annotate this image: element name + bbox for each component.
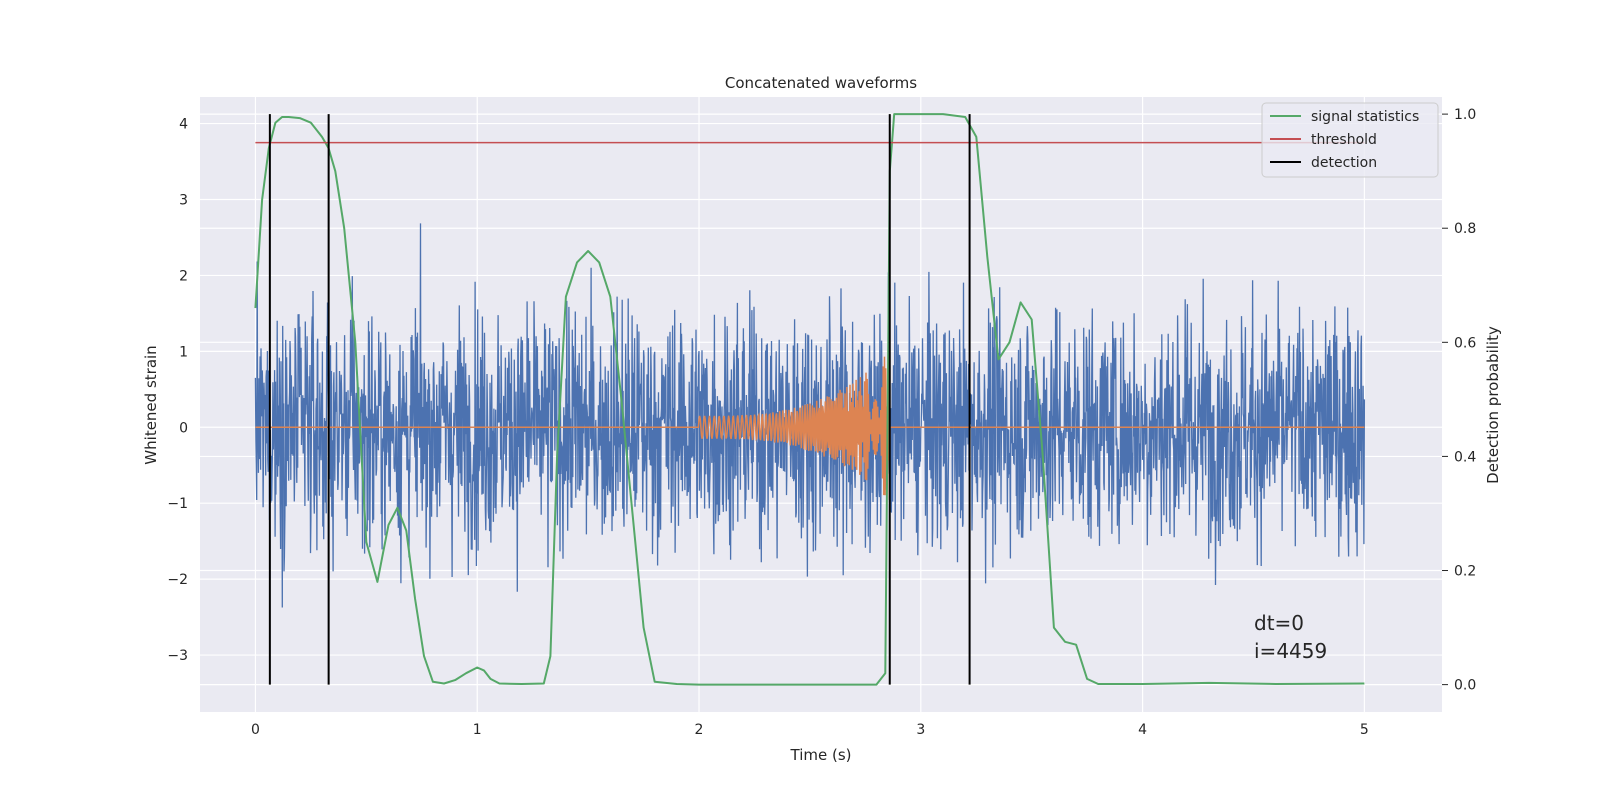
series-layer <box>254 113 1366 686</box>
series-signal-statistics <box>254 113 1365 686</box>
x-tick-label: 5 <box>1360 722 1369 738</box>
y2-tick-label: 0.0 <box>1454 678 1476 694</box>
y-tick-label: 3 <box>179 193 188 209</box>
y-tick-label: 4 <box>179 117 188 133</box>
legend-label-detection: detection <box>1311 155 1377 171</box>
y-axis-label: Whitened strain <box>142 345 160 464</box>
x-tick-label: 1 <box>473 722 482 738</box>
legend-label-signal: signal statistics <box>1311 109 1419 125</box>
x-tick-label: 2 <box>695 722 704 738</box>
y-tick-label: −3 <box>167 648 188 664</box>
y2-tick-label: 0.4 <box>1454 449 1476 465</box>
legend-box <box>1261 102 1439 178</box>
x-tick-label: 0 <box>251 722 260 738</box>
y-tick-label: 1 <box>179 344 188 360</box>
series-whitened-strain <box>254 223 1366 608</box>
legend-label-threshold: threshold <box>1311 132 1377 148</box>
ticks: 0 1 2 3 4 5 −3 −2 −1 0 1 2 3 4 0.0 0.2 0.4 0.6 0.8 1.0 <box>167 107 1476 738</box>
legend: signal statistics threshold detection <box>1261 102 1439 178</box>
y2-tick-label: 0.8 <box>1454 221 1476 237</box>
x-tick-label: 3 <box>916 722 925 738</box>
annotation-dt: dt=0 <box>1254 611 1304 635</box>
y-tick-label: 0 <box>179 420 188 436</box>
y2-tick-label: 1.0 <box>1454 107 1476 123</box>
y2-tick-label: 0.2 <box>1454 564 1476 580</box>
series-injected-waveform <box>255 356 1365 500</box>
y2-tick-label: 0.6 <box>1454 335 1476 351</box>
y2-axis-label: Detection probability <box>1484 326 1502 484</box>
y-tick-label: −1 <box>167 496 188 512</box>
chart-title: Concatenated waveforms <box>725 74 917 92</box>
y-tick-label: −2 <box>167 572 188 588</box>
annotation-i: i=4459 <box>1254 639 1327 663</box>
x-tick-label: 4 <box>1138 722 1147 738</box>
y-tick-label: 2 <box>179 268 188 284</box>
x-axis-label: Time (s) <box>790 746 852 764</box>
